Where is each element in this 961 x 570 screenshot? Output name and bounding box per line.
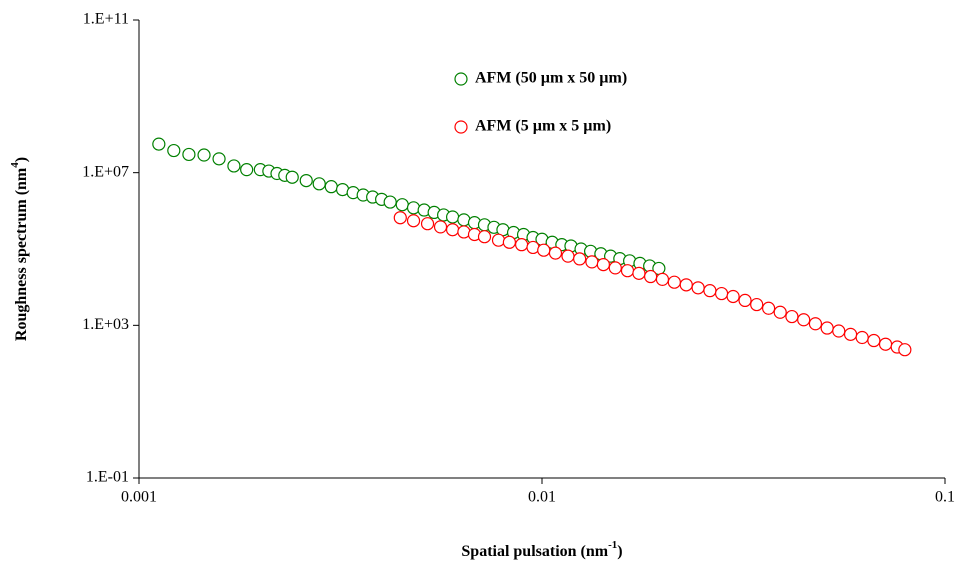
point xyxy=(655,272,670,286)
point xyxy=(644,269,658,284)
point xyxy=(832,324,846,338)
x-tick-label: 0.01 xyxy=(528,489,556,506)
point xyxy=(808,317,823,331)
legend-label: AFM (5 µm x 5 µm) xyxy=(475,118,611,135)
point xyxy=(679,278,693,292)
point xyxy=(762,301,776,315)
x-tick-label: 0.1 xyxy=(935,489,955,506)
x-axis-title-text: Spatial pulsation (nm xyxy=(461,543,608,560)
point xyxy=(620,264,635,278)
point xyxy=(714,286,729,301)
point xyxy=(312,177,326,191)
point xyxy=(395,198,409,212)
point xyxy=(182,147,196,162)
y-tick-label: 1.E+03 xyxy=(82,316,129,333)
point xyxy=(820,321,834,335)
x-tick-label: 0.001 xyxy=(121,489,157,506)
point xyxy=(537,243,551,257)
x-axis-title: Spatial pulsation (nm-1) xyxy=(461,539,622,560)
point xyxy=(299,173,313,188)
point xyxy=(608,261,622,275)
point xyxy=(502,235,516,249)
y-axis-title-text: Roughness spectrum (nm xyxy=(13,167,30,341)
point xyxy=(855,330,869,345)
y-axis-title-end: ) xyxy=(13,157,30,162)
x-axis-title-end: ) xyxy=(617,543,622,560)
y-axis-title: Roughness spectrum (nm4) xyxy=(9,157,30,341)
point xyxy=(515,238,529,252)
point xyxy=(596,258,610,272)
point xyxy=(898,343,912,357)
point xyxy=(491,233,506,247)
point xyxy=(526,240,540,255)
legend-marker xyxy=(454,120,468,134)
point xyxy=(240,163,254,177)
point xyxy=(703,284,717,298)
point xyxy=(667,275,681,289)
point xyxy=(785,309,799,324)
point xyxy=(167,143,181,158)
point xyxy=(433,220,448,234)
point xyxy=(585,255,599,269)
point xyxy=(324,180,338,194)
point xyxy=(406,201,421,215)
point xyxy=(548,246,563,260)
point xyxy=(477,230,492,244)
y-axis-title-sup: 4 xyxy=(9,162,21,168)
point xyxy=(561,249,575,263)
point xyxy=(420,217,435,231)
point xyxy=(383,195,397,209)
point xyxy=(152,137,166,151)
point xyxy=(285,170,299,184)
point xyxy=(843,327,858,341)
point xyxy=(797,313,811,327)
point xyxy=(878,337,893,351)
point xyxy=(457,225,471,239)
point xyxy=(750,297,764,312)
legend-label: AFM (50 µm x 50 µm) xyxy=(475,70,627,87)
point xyxy=(691,281,705,295)
point xyxy=(227,159,241,173)
point xyxy=(632,266,646,280)
point xyxy=(406,214,421,228)
x-axis-title-sup: -1 xyxy=(608,539,617,551)
point xyxy=(445,210,460,224)
point xyxy=(212,152,226,166)
y-tick-label: 1.E-01 xyxy=(86,469,129,486)
point xyxy=(726,289,740,304)
point xyxy=(738,293,752,308)
point xyxy=(773,305,787,319)
point xyxy=(393,211,407,225)
y-tick-label: 1.E+07 xyxy=(82,163,129,180)
legend-marker xyxy=(454,72,468,86)
y-tick-label: 1.E+11 xyxy=(83,11,129,28)
point xyxy=(445,223,460,237)
point xyxy=(867,333,881,348)
point xyxy=(573,252,587,266)
point xyxy=(197,148,211,162)
